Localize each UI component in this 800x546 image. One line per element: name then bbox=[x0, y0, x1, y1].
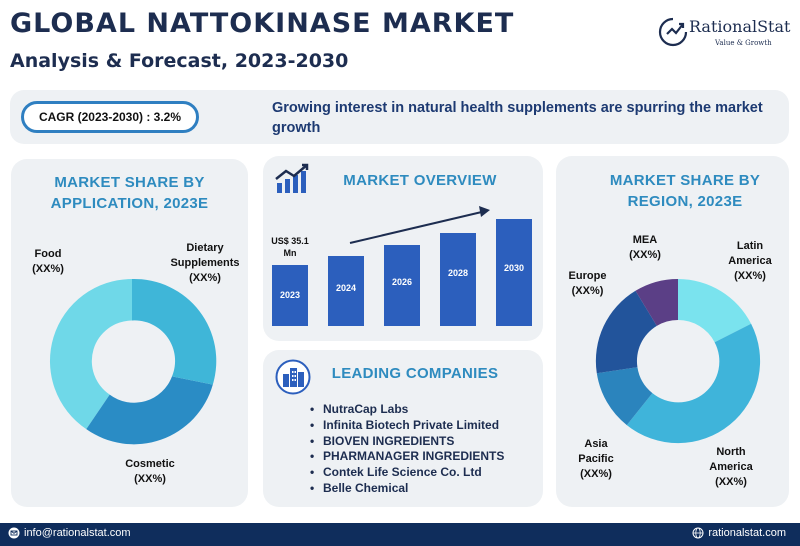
application-panel-title: MARKET SHARE BY APPLICATION, 2023E bbox=[50, 174, 209, 212]
market-overview-title: MARKET OVERVIEW bbox=[343, 172, 497, 189]
leading-companies-title: LEADING COMPANIES bbox=[331, 365, 499, 382]
globe-icon bbox=[692, 527, 704, 539]
region-label-latin-america: Latin America (XX%) bbox=[728, 240, 772, 282]
bar-label-2023: 2023 bbox=[279, 290, 301, 300]
list-item: PHARMANAGER INGREDIENTS bbox=[310, 449, 504, 465]
list-item: Contek Life Science Co. Ltd bbox=[310, 465, 504, 481]
region-label-asia-pacific: Asia Pacific (XX%) bbox=[578, 438, 614, 480]
list-item: Infinita Biotech Private Limited bbox=[310, 418, 504, 434]
banner-headline: Growing interest in natural health suppl… bbox=[272, 100, 763, 136]
footer-website-link[interactable]: rationalstat.com bbox=[692, 527, 786, 539]
list-item: BIOVEN INGREDIENTS bbox=[310, 434, 504, 450]
application-label-food: Food (XX%) bbox=[32, 248, 64, 275]
buildings-icon bbox=[275, 359, 311, 395]
page-subtitle: Analysis & Forecast, 2023-2030 bbox=[10, 50, 349, 72]
bar-label-2024: 2024 bbox=[335, 283, 357, 293]
page-title: GLOBAL NATTOKINASE MARKET bbox=[10, 8, 515, 39]
application-label-cosmetic: Cosmetic (XX%) bbox=[125, 458, 175, 485]
footer-bar: info@rationalstat.com rationalstat.com bbox=[0, 523, 800, 546]
growth-chart-icon bbox=[275, 163, 309, 193]
region-label-europe: Europe (XX%) bbox=[568, 270, 607, 297]
logo-tagline: Value & Growth bbox=[715, 39, 772, 47]
bar-label-2028: 2028 bbox=[447, 268, 469, 278]
application-label-dietary: Dietary Supplements (XX%) bbox=[170, 242, 240, 284]
footer-email-link[interactable]: info@rationalstat.com bbox=[8, 527, 131, 539]
bar-label-2026: 2026 bbox=[391, 277, 413, 287]
footer-website: rationalstat.com bbox=[708, 527, 786, 539]
region-panel-title: MARKET SHARE BY REGION, 2023E bbox=[609, 172, 761, 210]
list-item: Belle Chemical bbox=[310, 481, 504, 497]
logo-name: RationalStat bbox=[689, 17, 791, 36]
footer-email: info@rationalstat.com bbox=[24, 527, 131, 539]
companies-list: NutraCap Labs Infinita Biotech Private L… bbox=[310, 402, 504, 497]
list-item: NutraCap Labs bbox=[310, 402, 504, 418]
cagr-badge: CAGR (2023-2030) : 3.2% bbox=[21, 101, 199, 133]
region-label-mea: MEA (XX%) bbox=[629, 234, 661, 261]
rationalstat-logo-icon bbox=[658, 17, 688, 47]
email-icon bbox=[8, 527, 20, 539]
region-label-north-america: North America (XX%) bbox=[709, 446, 753, 488]
company-logo[interactable]: RationalStat Value & Growth bbox=[657, 14, 791, 50]
market-value-label: US$ 35.1 Mn bbox=[271, 236, 309, 258]
bar-label-2030: 2030 bbox=[503, 263, 525, 273]
